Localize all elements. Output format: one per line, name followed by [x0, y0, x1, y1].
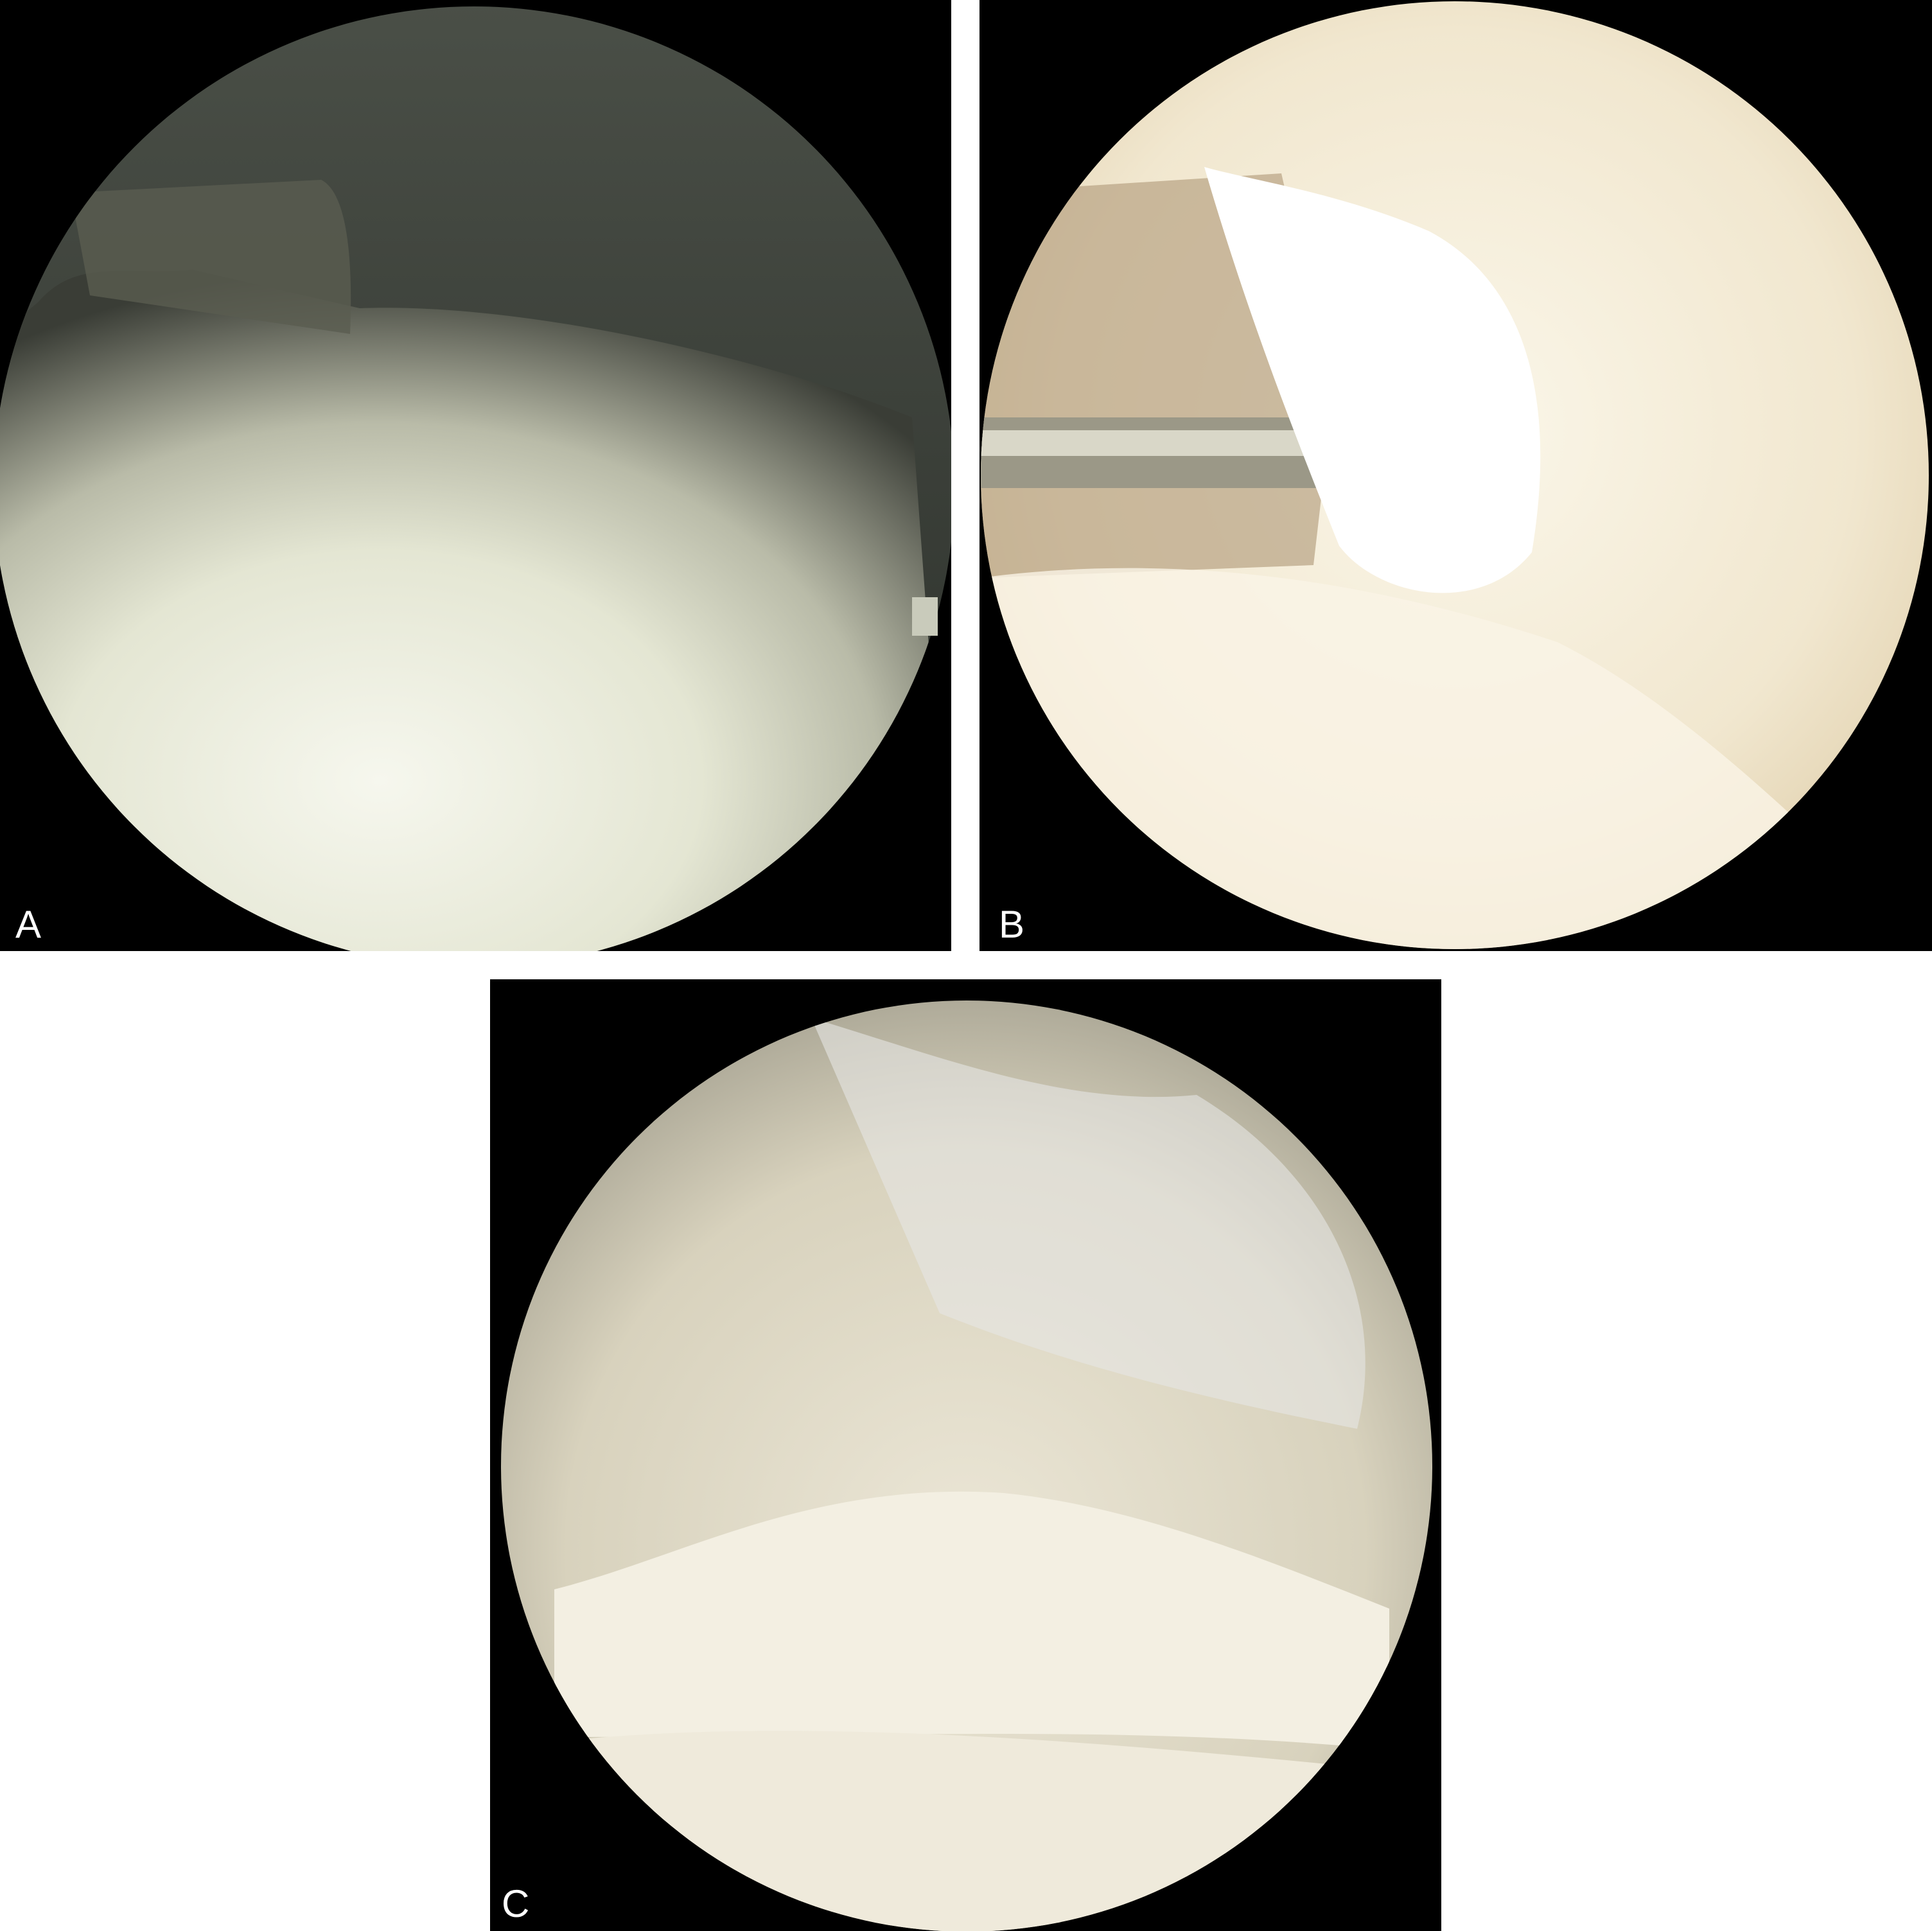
panel-label: A [15, 903, 41, 946]
panel-b: B [979, 0, 1932, 951]
panel-label: C [502, 1882, 529, 1925]
panel-a: A [0, 0, 951, 951]
panel-c: C [490, 979, 1441, 1931]
panel-label: B [999, 903, 1024, 946]
